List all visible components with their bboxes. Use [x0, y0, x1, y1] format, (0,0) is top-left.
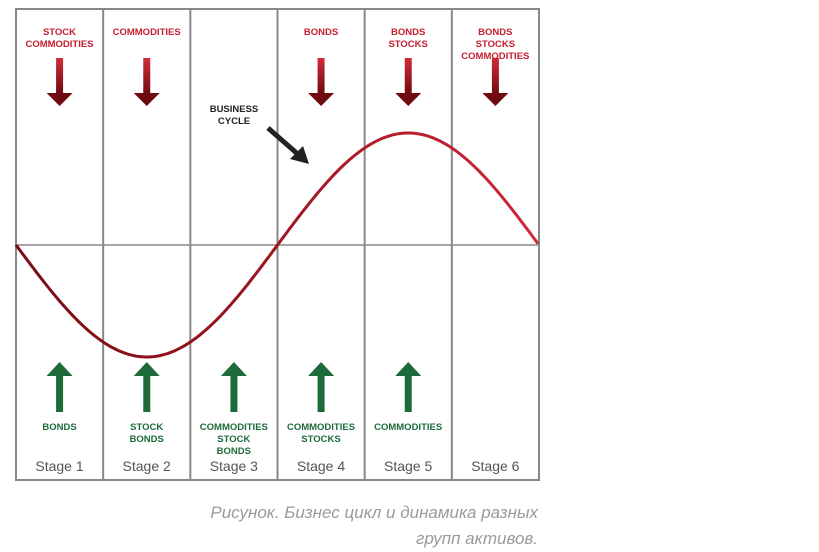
- decline-assets: BONDS STOCKS COMMODITIES: [452, 27, 539, 63]
- up-arrow-icon: [220, 362, 247, 412]
- asset-label: STOCK: [42, 27, 77, 38]
- business-cycle-arrow-icon: [266, 126, 309, 164]
- asset-label: STOCKS: [388, 39, 428, 50]
- business-cycle-label-line: CYCLE: [217, 116, 251, 127]
- asset-label: STOCK: [217, 434, 251, 445]
- asset-label: COMMODITIES: [25, 39, 94, 50]
- up-arrow-icon: [133, 362, 160, 412]
- rising-assets: COMMODITIES STOCKS: [278, 422, 365, 446]
- down-arrow-icon: [133, 58, 160, 106]
- grid: [15, 8, 540, 481]
- business-cycle-label-line: BUSINESS: [209, 104, 259, 115]
- asset-label: COMMODITIES: [199, 422, 268, 433]
- figure-caption: Рисунок. Бизнес цикл и динамика разных г…: [210, 500, 538, 552]
- decline-assets: BONDS STOCKS: [365, 27, 452, 51]
- rising-assets: BONDS: [16, 422, 103, 434]
- stage-label: Stage 3: [209, 458, 258, 474]
- business-cycle-curve: [14, 131, 540, 359]
- rising-assets: STOCK BONDS: [103, 422, 190, 446]
- stage-label: Stage 1: [35, 458, 84, 474]
- asset-label: BONDS: [129, 434, 164, 445]
- asset-label: BONDS: [216, 446, 251, 457]
- stage-label: Stage 4: [296, 458, 346, 474]
- decline-assets: STOCK COMMODITIES: [16, 27, 103, 51]
- asset-label: BONDS: [42, 422, 77, 433]
- caption-line: Рисунок. Бизнес цикл и динамика разных: [210, 503, 538, 522]
- down-arrow-icon: [308, 58, 335, 106]
- stage-label: Stage 2: [122, 458, 171, 474]
- decline-assets: COMMODITIES: [103, 27, 190, 39]
- up-arrow-icon: [308, 362, 335, 412]
- business-cycle-label: BUSINESS CYCLE: [196, 104, 272, 128]
- up-arrow-icon: [46, 362, 73, 412]
- asset-label: BONDS: [303, 27, 339, 38]
- rising-assets: COMMODITIES STOCK BONDS: [190, 422, 277, 458]
- decline-assets: BONDS: [278, 27, 365, 39]
- stage-label: Stage 6: [471, 458, 520, 474]
- asset-label: STOCKS: [475, 39, 516, 50]
- down-arrow-icon: [46, 58, 73, 106]
- asset-label: STOCKS: [301, 434, 341, 445]
- asset-label: COMMODITIES: [461, 51, 530, 62]
- asset-label: COMMODITIES: [374, 422, 443, 433]
- stage-label: Stage 5: [384, 458, 433, 474]
- caption-line: групп активов.: [415, 529, 538, 548]
- rising-assets: COMMODITIES: [365, 422, 452, 434]
- asset-label: BONDS: [478, 27, 513, 38]
- asset-label: COMMODITIES: [112, 27, 181, 38]
- up-arrow-icon: [395, 362, 422, 412]
- down-arrow-icon: [395, 58, 422, 106]
- asset-label: COMMODITIES: [286, 422, 356, 433]
- asset-label: STOCK: [130, 422, 164, 433]
- down-arrow-icon: [482, 58, 509, 106]
- asset-label: BONDS: [391, 27, 426, 38]
